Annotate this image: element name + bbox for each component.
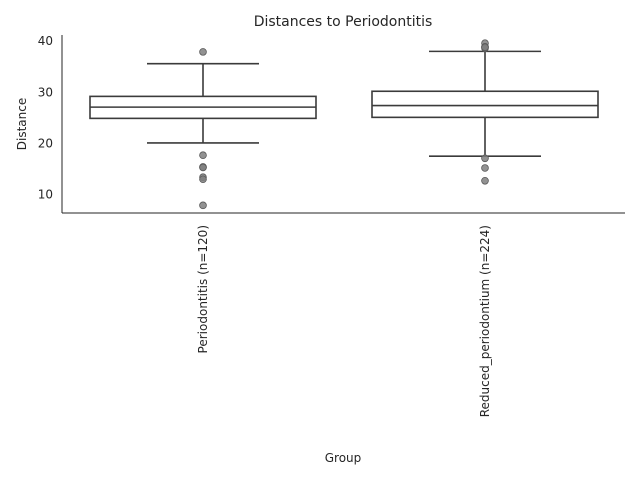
- iqr-box: [371, 90, 599, 119]
- box-group: [89, 48, 317, 210]
- y-tick-label: 30: [38, 85, 53, 99]
- outlier-point: [199, 48, 207, 56]
- x-axis-label: Group: [325, 451, 362, 465]
- y-axis-label: Distance: [15, 98, 29, 150]
- outlier-point: [199, 151, 207, 160]
- outlier-point: [199, 175, 207, 184]
- y-tick-label: 40: [38, 34, 53, 48]
- outlier-point: [199, 163, 207, 172]
- box-group: [371, 39, 599, 185]
- boxes-layer: [89, 39, 599, 210]
- x-ticks: Periodontitis (n=120) Reduced_periodontiu…: [196, 225, 492, 417]
- outlier-point: [199, 201, 207, 210]
- outlier-point: [481, 176, 489, 185]
- outlier-point: [481, 164, 489, 172]
- x-tick-label: Periodontitis (n=120): [196, 225, 210, 353]
- x-tick-label: Reduced_periodontium (n=224): [478, 225, 492, 417]
- y-ticks: 10 20 30 40: [38, 34, 53, 201]
- outlier-point: [481, 43, 489, 52]
- outlier-point: [481, 154, 489, 163]
- y-tick-label: 20: [38, 136, 53, 150]
- y-tick-label: 10: [38, 188, 53, 202]
- chart-title: Distances to Periodontitis: [254, 14, 433, 30]
